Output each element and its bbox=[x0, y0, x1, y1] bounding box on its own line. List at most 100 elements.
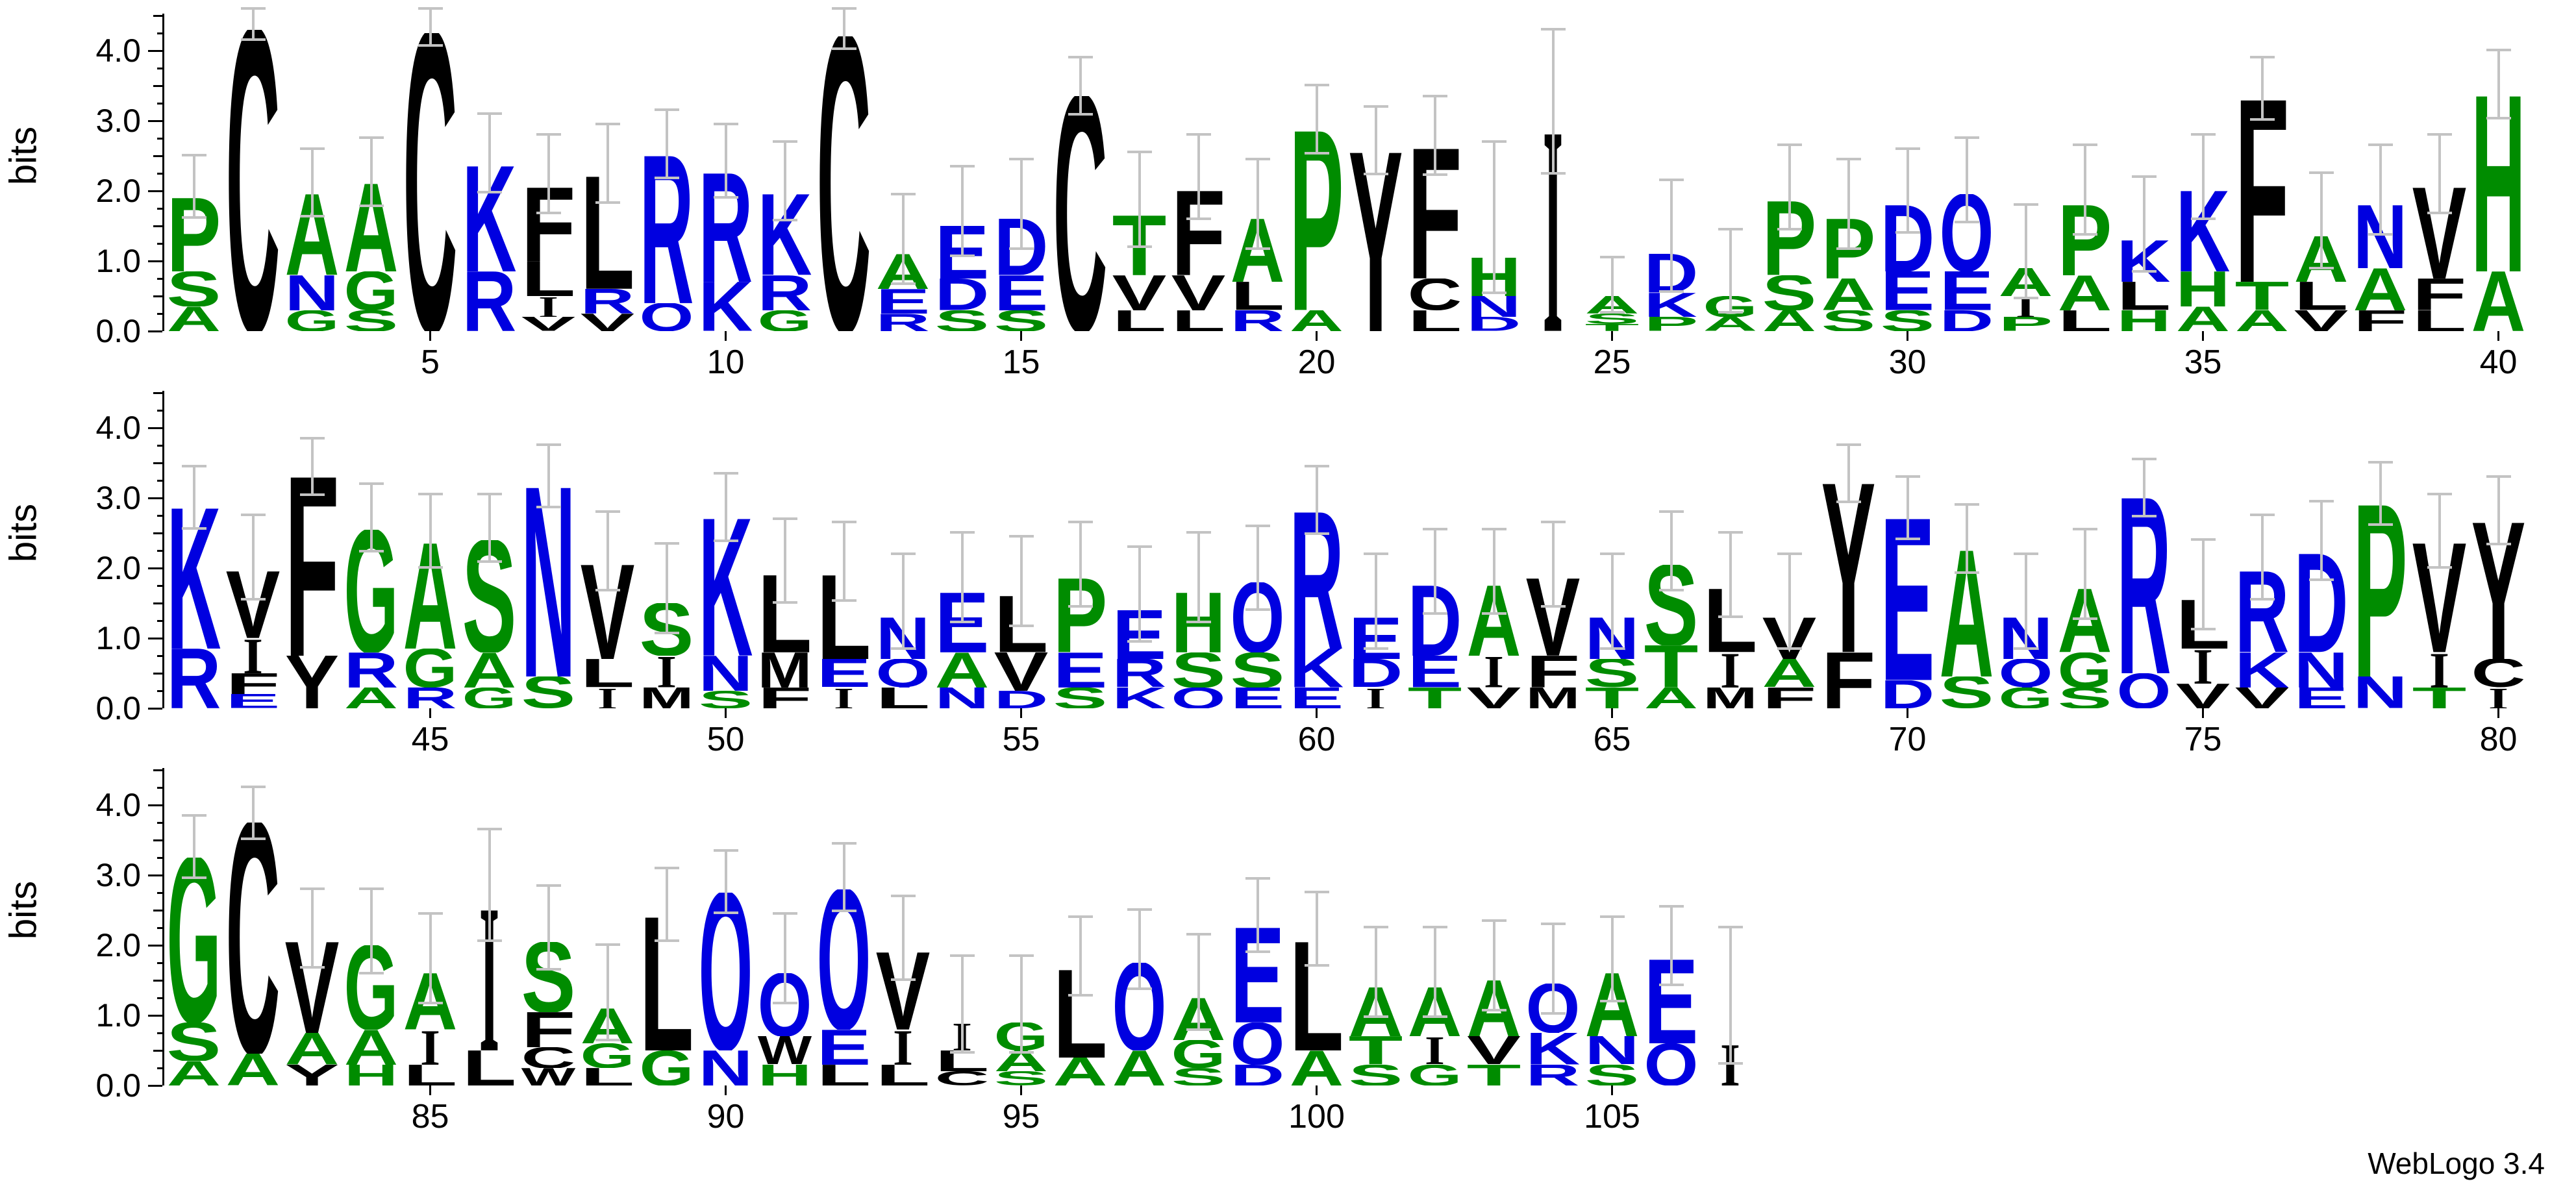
svg-text:K: K bbox=[1644, 293, 1699, 317]
x-tick-label: 60 bbox=[1297, 721, 1336, 758]
x-tick bbox=[1611, 331, 1613, 341]
logo-letter-I: I bbox=[420, 1030, 440, 1065]
logo-letter-C: C bbox=[226, 823, 281, 1054]
logo-letter-L: L bbox=[817, 575, 871, 660]
x-tick bbox=[429, 708, 431, 718]
svg-text:V: V bbox=[581, 565, 635, 660]
svg-text:A: A bbox=[1940, 551, 1994, 676]
logo-letter-N: N bbox=[521, 488, 576, 677]
svg-text:V: V bbox=[581, 314, 635, 331]
y-tick bbox=[157, 172, 162, 175]
svg-text:E: E bbox=[1940, 271, 1994, 310]
logo-letter-K: K bbox=[1290, 649, 1344, 687]
svg-text:V: V bbox=[285, 942, 340, 1033]
x-tick bbox=[429, 1085, 431, 1095]
y-tick bbox=[157, 856, 162, 859]
logo-letter-Q: Q bbox=[1231, 582, 1285, 652]
logo-letter-A: A bbox=[167, 306, 221, 331]
logo-letter-S: S bbox=[1762, 275, 1817, 310]
logo-letter-A: A bbox=[344, 184, 399, 271]
y-tick bbox=[148, 119, 162, 122]
logo-letter-R: R bbox=[462, 271, 517, 331]
y-tick-label: 1.0 bbox=[95, 620, 141, 656]
svg-text:S: S bbox=[1053, 688, 1108, 708]
logo-letter-G: G bbox=[167, 858, 221, 1023]
x-tick-label: 50 bbox=[707, 721, 745, 758]
svg-text:V: V bbox=[2294, 310, 2349, 331]
logo-letter-F: F bbox=[2353, 310, 2408, 331]
svg-text:I: I bbox=[834, 688, 854, 708]
svg-text:G: G bbox=[2058, 652, 2112, 688]
logo-letter-I: I bbox=[1366, 688, 1386, 708]
logo-letter-I: I bbox=[1720, 652, 1740, 688]
svg-text:A: A bbox=[344, 688, 399, 708]
svg-text:V: V bbox=[1762, 617, 1817, 660]
svg-text:G: G bbox=[462, 688, 517, 708]
svg-text:L: L bbox=[2058, 310, 2112, 331]
svg-text:A: A bbox=[344, 1030, 399, 1065]
logo-letter-V: V bbox=[2176, 684, 2231, 708]
logo-letter-E: E bbox=[1053, 652, 1108, 688]
svg-text:I: I bbox=[1425, 1036, 1445, 1064]
svg-text:N: N bbox=[699, 1050, 753, 1085]
logo-letter-S: S bbox=[1585, 1065, 1640, 1085]
y-tick bbox=[148, 944, 162, 947]
y-tick bbox=[148, 497, 162, 499]
svg-text:E: E bbox=[1112, 610, 1167, 660]
y-tick bbox=[157, 891, 162, 894]
logo-letter-V: V bbox=[1762, 617, 1817, 660]
logo-letter-E: E bbox=[1644, 960, 1699, 1044]
logo-letter-S: S bbox=[1171, 652, 1226, 688]
logo-letter-A: A bbox=[1762, 310, 1817, 331]
svg-text:L: L bbox=[521, 261, 576, 296]
logo-letter-R: R bbox=[2117, 498, 2171, 673]
svg-text:A: A bbox=[1053, 1058, 1108, 1085]
logo-letter-P: P bbox=[2058, 205, 2112, 275]
x-tick-label: 70 bbox=[1888, 721, 1927, 758]
svg-text:M: M bbox=[758, 652, 812, 688]
y-tick bbox=[148, 1014, 162, 1017]
logo-letter-L: L bbox=[2412, 310, 2467, 331]
svg-text:I: I bbox=[1720, 652, 1740, 688]
logo-letter-V: V bbox=[226, 571, 281, 638]
logo-letter-A: A bbox=[2235, 310, 2290, 331]
svg-text:N: N bbox=[285, 275, 340, 310]
svg-text:A: A bbox=[1290, 310, 1344, 331]
logo-letter-S: S bbox=[167, 271, 221, 306]
logo-letter-Q: Q bbox=[876, 659, 931, 687]
y-tick bbox=[157, 277, 162, 280]
logo-letter-A: A bbox=[1703, 317, 1758, 331]
y-tick bbox=[157, 821, 162, 824]
svg-text:A: A bbox=[1762, 659, 1817, 687]
logo-letter-I: I bbox=[2429, 652, 2449, 688]
svg-text:S: S bbox=[1762, 275, 1817, 310]
x-tick-label: 90 bbox=[707, 1098, 745, 1135]
svg-text:R: R bbox=[1231, 310, 1285, 331]
logo-letter-W: W bbox=[521, 1068, 576, 1085]
svg-text:N: N bbox=[2353, 676, 2408, 708]
svg-text:P: P bbox=[1290, 131, 1344, 310]
svg-text:Q: Q bbox=[1940, 194, 1994, 271]
y-tick-label: 0.0 bbox=[95, 1067, 141, 1104]
logo-letter-D: D bbox=[1408, 586, 1462, 656]
svg-text:G: G bbox=[167, 858, 221, 1023]
logo-letter-C: C bbox=[521, 1047, 576, 1068]
